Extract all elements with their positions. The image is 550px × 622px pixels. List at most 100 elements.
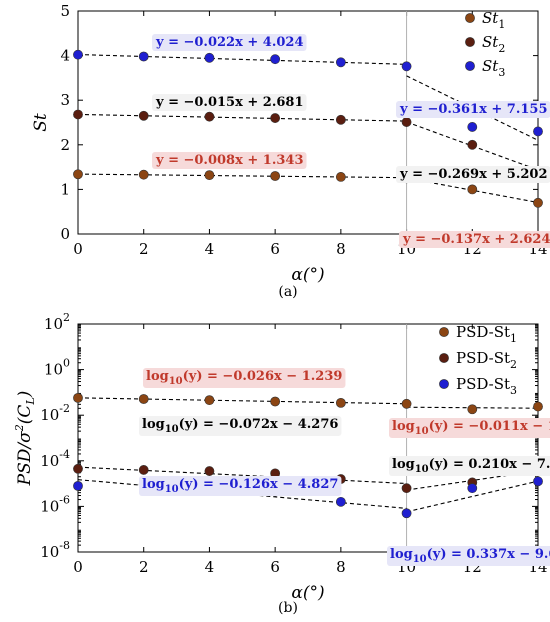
fit-line [77, 53, 407, 65]
data-point [467, 404, 478, 415]
fit-line [77, 397, 407, 405]
data-point [73, 109, 83, 120]
data-point [467, 122, 478, 132]
fit-equation-label: y = −0.361x + 7.155 [399, 102, 548, 117]
fit-equation-background [396, 166, 550, 183]
data-point [204, 170, 215, 181]
x-tick-label: 6 [270, 240, 280, 258]
data-point [533, 197, 543, 208]
fit-line [77, 466, 407, 485]
x-axis-label: α(°) [291, 583, 324, 603]
fit-line [406, 121, 539, 171]
fit-equation-background [396, 101, 550, 118]
legend-marker [439, 353, 449, 363]
fit-equation-label: y = −0.008x + 1.343 [155, 153, 304, 168]
data-point [467, 184, 478, 195]
y-tick-label: 100 [44, 357, 70, 379]
data-point [335, 397, 346, 408]
data-point [73, 392, 83, 403]
data-point [270, 54, 281, 65]
y-axis-label: St [31, 113, 51, 132]
panel-caption: (a) [278, 284, 297, 300]
legend-marker [465, 13, 475, 23]
fit-equation-label: y = −0.022x + 4.024 [155, 35, 304, 50]
data-point [204, 111, 215, 122]
data-point [401, 61, 412, 72]
fit-equation-label: y = −0.015x + 2.681 [155, 95, 304, 110]
data-point [335, 57, 346, 68]
data-point [533, 476, 543, 487]
y-tick-label: 4 [60, 47, 70, 65]
y-tick-label: 5 [60, 2, 70, 20]
data-point [138, 169, 149, 180]
x-tick-label: 4 [205, 240, 215, 258]
data-point [467, 483, 478, 494]
data-point [73, 480, 83, 491]
y-tick-label: 10-6 [40, 493, 70, 515]
fit-equation-background [387, 546, 550, 566]
data-point [270, 171, 281, 181]
data-point [401, 483, 412, 494]
data-point [335, 172, 346, 182]
data-point [204, 466, 215, 476]
legend-label: St2 [482, 33, 505, 55]
fit-line [77, 113, 407, 122]
data-point [204, 395, 215, 406]
legend-label: St3 [482, 57, 505, 79]
x-tick-label: 0 [73, 558, 83, 576]
fit-equation-background [389, 418, 550, 438]
data-point [204, 52, 215, 63]
y-axis-label: PSD/σ2(CL) [13, 391, 37, 487]
fit-equation-label: y = −0.137x + 2.624 [402, 232, 550, 247]
data-point [401, 508, 412, 519]
plot-frame [77, 10, 539, 235]
x-tick-label: 0 [73, 240, 83, 258]
data-point [335, 114, 346, 125]
legend-label: PSD-St2 [456, 349, 517, 371]
fit-equation-label: y = −0.269x + 5.202 [399, 167, 548, 182]
data-point [270, 396, 281, 407]
data-point [401, 398, 412, 409]
y-tick-label: 102 [44, 311, 70, 333]
data-point [73, 169, 83, 180]
data-point [270, 113, 281, 123]
chart-panel-2: 0 2 4 6 8 10 12 1410210010-210-410-610-8log10(y… [13, 311, 550, 616]
y-tick-label: 2 [60, 136, 70, 154]
fit-equation-label: log10(y) = −0.126x − 4.827 [142, 477, 338, 495]
fit-equation-label: log10(y) = −0.026x − 1.239 [146, 369, 342, 387]
x-tick-label: 8 [336, 558, 346, 576]
legend-label: St1 [482, 9, 505, 31]
y-tick-label: 10-8 [40, 539, 70, 561]
y-tick-label: 3 [60, 91, 70, 109]
x-tick-label: 6 [270, 558, 280, 576]
fit-equation-label: log10(y) = 0.210x − 7.382 [392, 457, 550, 475]
y-tick-label: 0 [60, 225, 70, 243]
data-point [335, 496, 346, 507]
fit-equation-background [152, 34, 307, 51]
data-point [73, 49, 83, 60]
fit-equation-background [152, 152, 307, 169]
panel-caption: (b) [278, 600, 298, 616]
legend-label: PSD-St3 [456, 375, 517, 397]
x-tick-label: 8 [336, 240, 346, 258]
legend-marker [465, 61, 475, 71]
fit-equation-label: log10(y) = 0.337x − 9.609 [390, 547, 550, 565]
fit-equation-background [139, 476, 342, 496]
y-tick-label: 1 [60, 180, 70, 198]
y-tick-label: 10-4 [40, 448, 70, 470]
fit-equation-background [152, 94, 307, 111]
data-point [467, 139, 478, 150]
fit-line [406, 480, 539, 513]
fit-equation-background [143, 368, 346, 388]
data-point [138, 394, 149, 404]
data-point [138, 51, 149, 62]
legend-marker [439, 327, 449, 337]
fit-equation-background [389, 456, 550, 476]
fit-equation-background [399, 231, 550, 248]
data-point [138, 465, 149, 475]
fit-equation-label: log10(y) = −0.011x − 1.540 [392, 419, 550, 437]
legend-marker [465, 37, 475, 47]
fit-equation-label: log10(y) = −0.072x − 4.276 [142, 417, 338, 435]
